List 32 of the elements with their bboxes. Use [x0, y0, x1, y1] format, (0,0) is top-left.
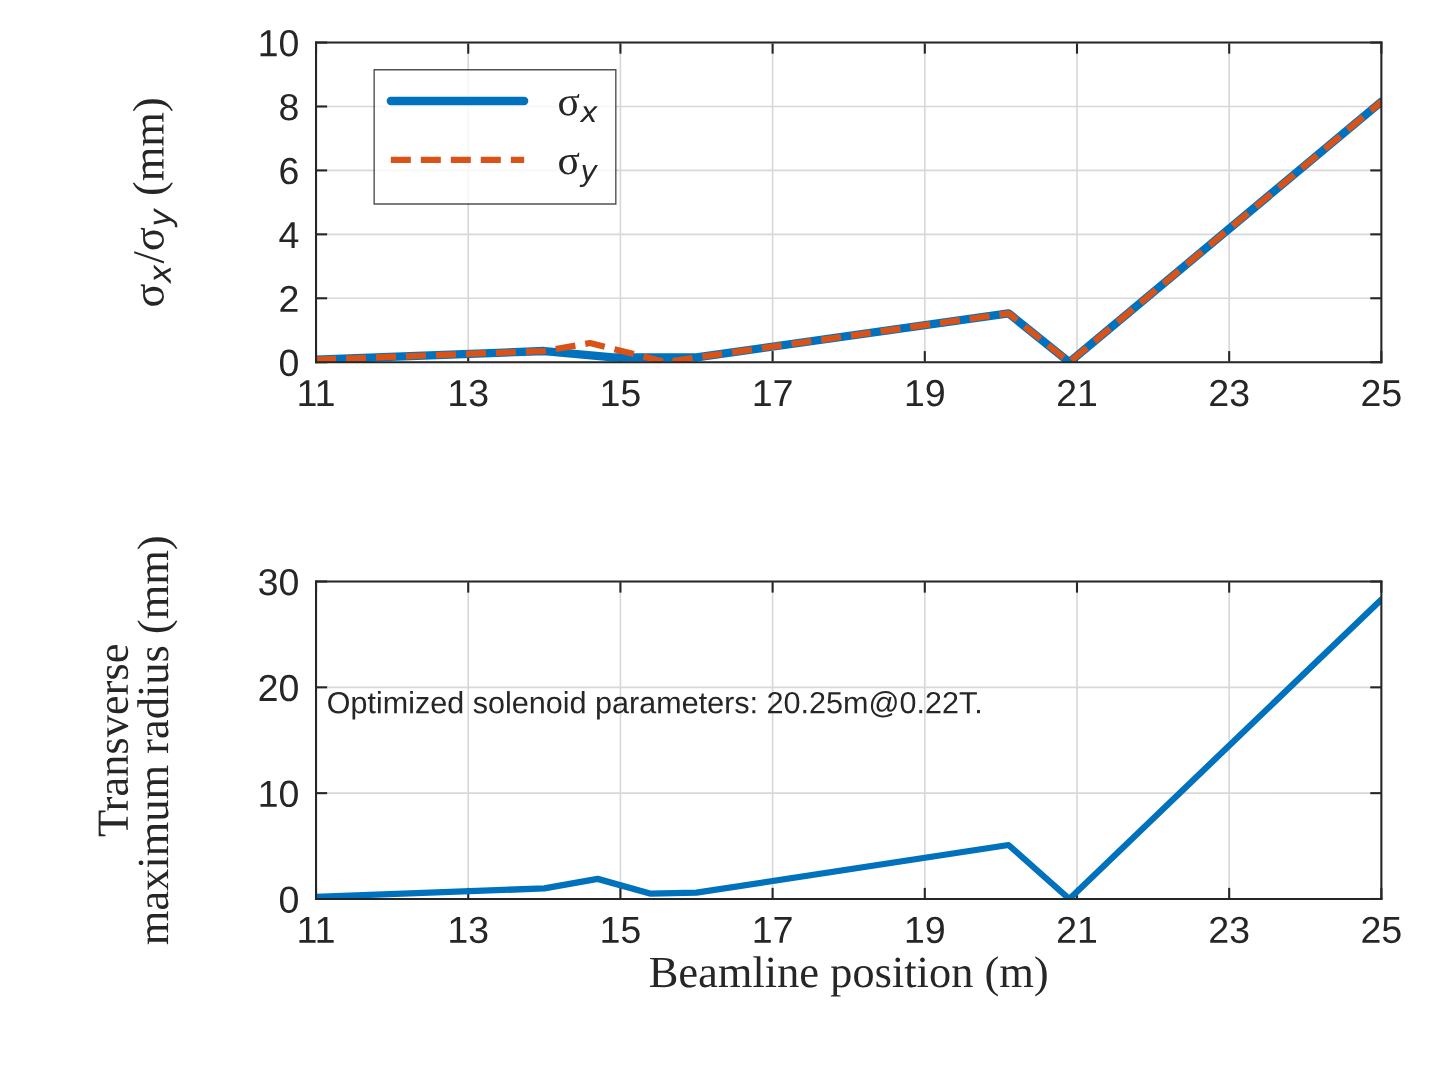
- x-tick-label: 15: [602, 380, 640, 407]
- y-tick-label: 4: [279, 222, 299, 248]
- y-tick-label: 2: [280, 285, 298, 312]
- y-axis-title: Transverse maximum radius (mm): [98, 537, 178, 945]
- y-tick-label: 6: [280, 157, 298, 185]
- x-tick-label: 17: [754, 917, 792, 943]
- x-tick-label: 11: [299, 917, 334, 943]
- y-tick-label: 0: [279, 886, 298, 913]
- x-tick-label: 25: [1362, 379, 1401, 407]
- x-tick-label: 25: [1362, 916, 1401, 944]
- y-tick-label: 10: [260, 780, 298, 808]
- x-tick-label: 23: [1210, 379, 1249, 407]
- x-tick-label: 19: [906, 379, 944, 407]
- x-tick-label: 17: [754, 380, 792, 407]
- x-tick-label: 21: [1058, 916, 1097, 943]
- x-tick-label: 21: [1058, 379, 1097, 407]
- annotation: Optimized solenoid parameters: 20.25m@0.22T.: [328, 691, 980, 720]
- y-tick-label: 20: [259, 674, 298, 702]
- y-tick-label: 30: [259, 568, 298, 596]
- y-tick-label: 8: [280, 93, 298, 121]
- x-axis-title: Beamline position (m): [650, 956, 1047, 997]
- legend-label: σ$_{y}$: [559, 152, 598, 188]
- x-tick-label: 13: [450, 916, 488, 944]
- x-tick-label: 13: [450, 379, 488, 407]
- x-tick-label: 15: [602, 917, 640, 944]
- y-tick-label: 0: [279, 349, 298, 377]
- x-tick-label: 19: [906, 916, 944, 944]
- legend-label: σ$_{x}$: [559, 93, 598, 123]
- y-axis-title: σ$_{x}$/σ$_{y}$ (mm): [132, 99, 178, 306]
- y-tick-label: 10: [260, 29, 298, 57]
- x-tick-label: 11: [299, 380, 334, 407]
- x-tick-label: 23: [1210, 916, 1249, 944]
